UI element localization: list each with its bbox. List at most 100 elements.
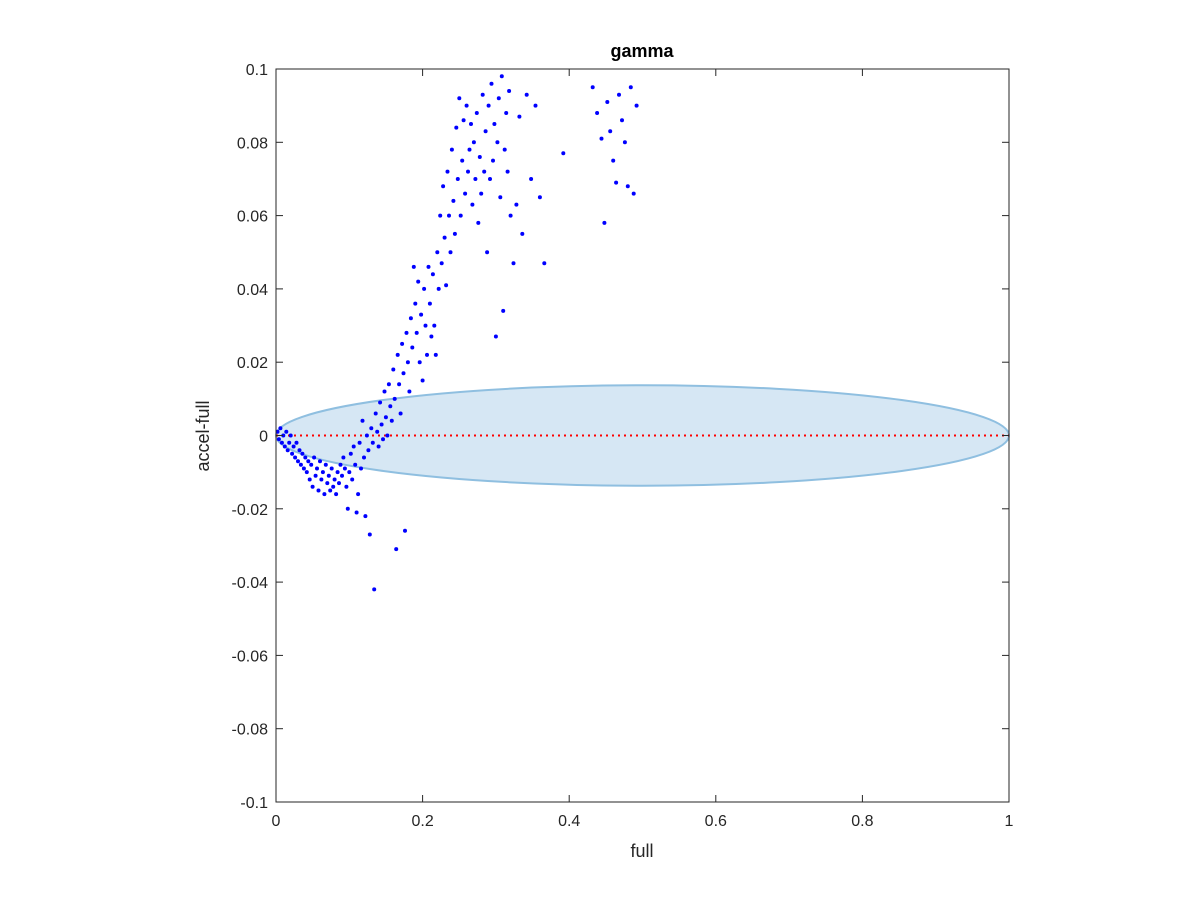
data-point: [370, 440, 375, 445]
data-point: [375, 429, 380, 434]
data-point: [507, 89, 512, 93]
data-point: [293, 455, 298, 460]
data-point: [420, 378, 425, 383]
data-point: [448, 250, 453, 255]
data-point: [404, 330, 409, 335]
data-point: [414, 330, 419, 335]
data-point: [460, 158, 465, 163]
data-point: [611, 158, 616, 163]
x-axis-ticks: 0 0.2 0.4 0.6 0.8 1: [272, 69, 1014, 830]
data-point: [417, 360, 422, 365]
data-point: [357, 440, 362, 445]
data-point: [634, 103, 639, 108]
data-point: [537, 195, 542, 200]
data-point: [411, 264, 416, 269]
data-point: [288, 433, 293, 438]
data-point: [322, 492, 327, 497]
data-point: [309, 462, 314, 467]
data-point: [315, 466, 319, 471]
data-point: [323, 462, 328, 467]
data-points: [275, 74, 639, 592]
data-point: [467, 147, 472, 152]
data-point: [455, 177, 460, 181]
y-axis-label: accel-full: [193, 400, 213, 471]
y-tick-label: 0.1: [246, 62, 268, 79]
data-point: [416, 279, 421, 284]
data-point: [338, 462, 343, 467]
data-point: [398, 411, 403, 416]
data-point: [306, 459, 311, 464]
data-point: [294, 440, 299, 445]
data-point: [362, 455, 366, 460]
data-point: [442, 235, 447, 240]
data-point: [403, 528, 407, 533]
data-point: [413, 301, 418, 306]
data-point: [595, 111, 600, 115]
data-point: [304, 470, 309, 475]
data-point: [517, 114, 522, 119]
data-point: [369, 426, 374, 431]
data-point: [344, 484, 349, 489]
data-point: [379, 422, 384, 427]
data-point: [620, 118, 624, 123]
data-point: [342, 466, 347, 471]
x-axis-label: full: [630, 841, 653, 861]
data-point: [429, 334, 434, 339]
data-point: [464, 103, 469, 108]
data-point: [363, 514, 368, 519]
data-point: [495, 140, 500, 145]
data-point: [441, 184, 446, 189]
data-point: [331, 484, 336, 489]
data-point: [347, 470, 352, 475]
data-point: [401, 371, 406, 376]
data-point: [463, 191, 468, 196]
data-point: [372, 587, 377, 592]
data-point: [628, 85, 633, 90]
data-point: [488, 177, 492, 181]
data-point: [444, 283, 449, 288]
x-tick-label: 0.2: [411, 813, 433, 830]
data-point: [614, 180, 619, 185]
data-point: [425, 352, 429, 357]
data-point: [313, 473, 318, 478]
data-point: [631, 191, 636, 196]
data-point: [300, 451, 305, 456]
data-point: [391, 367, 396, 372]
data-point: [335, 470, 340, 475]
data-point: [318, 459, 322, 464]
data-point: [432, 323, 437, 328]
data-point: [405, 360, 410, 365]
data-point: [334, 492, 339, 497]
data-point: [373, 411, 378, 416]
data-point: [504, 111, 509, 115]
data-point: [427, 301, 432, 306]
data-point: [602, 220, 607, 225]
data-point: [298, 462, 303, 467]
data-point: [426, 264, 431, 269]
data-point: [356, 492, 361, 497]
data-point: [423, 323, 428, 328]
data-point: [542, 261, 547, 266]
data-point: [439, 261, 444, 266]
data-point: [383, 415, 388, 420]
data-point: [480, 92, 485, 97]
data-point: [520, 231, 525, 236]
data-point: [436, 286, 441, 291]
data-point: [388, 404, 393, 409]
data-point: [332, 477, 337, 482]
data-point: [449, 147, 454, 152]
data-point: [307, 477, 312, 482]
y-tick-label: -0.06: [232, 648, 269, 665]
data-point: [276, 437, 281, 442]
data-point: [617, 92, 621, 97]
data-point: [287, 440, 292, 445]
y-tick-label: 0.02: [237, 355, 268, 372]
data-point: [482, 169, 487, 174]
data-point: [489, 81, 494, 86]
data-point: [422, 286, 427, 291]
data-point: [452, 231, 457, 236]
data-point: [419, 312, 424, 317]
data-point: [394, 547, 399, 552]
data-point: [329, 466, 334, 471]
